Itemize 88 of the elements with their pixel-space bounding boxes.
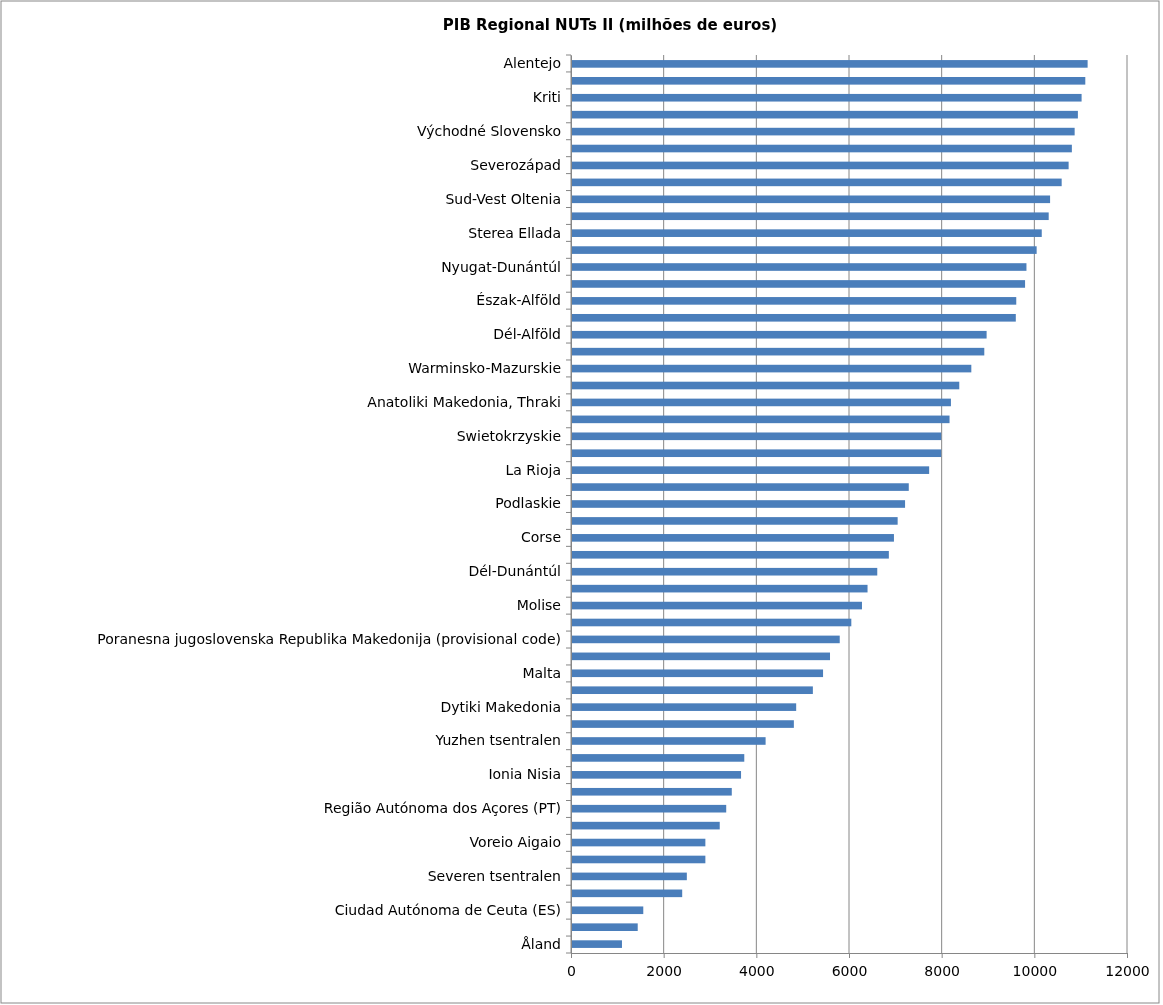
y-tick-label: Sud-Vest Oltenia <box>445 190 561 207</box>
x-tick-label: 8000 <box>924 963 960 980</box>
bar <box>571 364 972 373</box>
bar <box>571 398 951 407</box>
y-tick-label: Voreio Aigaio <box>469 834 561 851</box>
bar <box>571 246 1037 254</box>
y-tick-label: Severozápad <box>470 156 561 173</box>
bar <box>571 195 1051 204</box>
y-tick-label: Ionia Nisia <box>488 766 561 783</box>
bar <box>571 754 745 762</box>
chart-title: PIB Regional NUTs II (milhões de euros) <box>442 16 778 34</box>
bar <box>571 821 720 830</box>
y-tick-label: Sterea Ellada <box>468 224 561 241</box>
bar <box>571 110 1078 119</box>
bar <box>571 703 797 711</box>
bar <box>571 500 906 508</box>
x-tick-label: 12000 <box>1105 963 1150 980</box>
bar <box>571 381 960 390</box>
y-tick-label: Kriti <box>532 89 561 106</box>
bar <box>571 872 687 881</box>
bar <box>571 804 727 813</box>
bar <box>571 550 889 559</box>
y-tick-label: Severen tsentralen <box>427 867 561 884</box>
bar <box>571 584 868 593</box>
bar <box>571 618 852 627</box>
y-tick-label: La Rioja <box>505 461 561 478</box>
y-tick-label: Dél-Alföld <box>493 326 561 343</box>
bar <box>571 601 862 610</box>
y-tick-label: Ciudad Autónoma de Ceuta (ES) <box>334 901 561 918</box>
bar <box>571 60 1088 68</box>
x-tick-label: 0 <box>567 963 576 980</box>
y-tick-label: Malta <box>522 664 561 681</box>
y-tick-label: Východné Slovensko <box>416 123 561 140</box>
x-tick-label: 2000 <box>646 963 682 980</box>
bar <box>571 737 766 745</box>
y-tick-label: Molise <box>516 597 561 614</box>
x-tick-label: 6000 <box>831 963 868 980</box>
y-tick-label: Dél-Dunántúl <box>468 563 561 580</box>
bar <box>571 466 930 474</box>
bar <box>571 771 742 779</box>
bar <box>571 686 813 695</box>
bar <box>571 838 706 847</box>
bar <box>571 534 894 542</box>
y-tick-label: Região Autónoma dos Açores (PT) <box>323 800 561 817</box>
bar <box>571 906 644 915</box>
y-tick-label: Warminsko-Mazurskie <box>408 360 561 377</box>
bar <box>571 77 1086 85</box>
y-tick-label: Észak-Alföld <box>476 292 561 309</box>
y-tick-label: Swietokrzyskie <box>456 427 561 444</box>
y-tick-label: Nyugat-Dunántúl <box>441 258 561 275</box>
x-tick-label: 4000 <box>739 963 775 980</box>
bar <box>571 263 1027 271</box>
y-tick-label: Anatoliki Makedonia, Thraki <box>367 393 561 410</box>
bar <box>571 517 898 525</box>
bar <box>571 889 683 898</box>
y-tick-label: Dytiki Makedonia <box>440 698 561 715</box>
bar <box>571 923 638 931</box>
bar <box>571 940 622 948</box>
bar <box>571 178 1062 187</box>
bar <box>571 449 942 458</box>
bar <box>571 347 985 356</box>
bar <box>571 787 732 796</box>
bar <box>571 652 830 661</box>
bar <box>571 720 794 728</box>
y-tick-label: Alentejo <box>503 55 561 72</box>
y-tick-label: Poranesna jugoslovenska Republika Makedonija (provisional code) <box>97 630 561 647</box>
bar <box>571 567 878 576</box>
y-tick-label: Åland <box>521 935 561 952</box>
bar <box>571 127 1075 136</box>
bar <box>571 313 1016 322</box>
bar <box>571 229 1042 237</box>
bar <box>571 280 1026 288</box>
bar <box>571 635 840 644</box>
bar <box>571 855 706 864</box>
bar <box>571 212 1049 221</box>
x-tick-label: 10000 <box>1012 963 1058 980</box>
bar <box>571 144 1072 153</box>
bar <box>571 669 824 678</box>
y-tick-label: Corse <box>520 529 561 546</box>
bar <box>571 297 1017 305</box>
bar <box>571 93 1082 102</box>
bar <box>571 415 950 424</box>
bar <box>571 330 987 339</box>
y-tick-label: Podlaskie <box>495 495 561 512</box>
y-tick-label: Yuzhen tsentralen <box>434 732 561 749</box>
bar <box>571 161 1069 170</box>
bar <box>571 432 942 441</box>
bar <box>571 483 909 491</box>
